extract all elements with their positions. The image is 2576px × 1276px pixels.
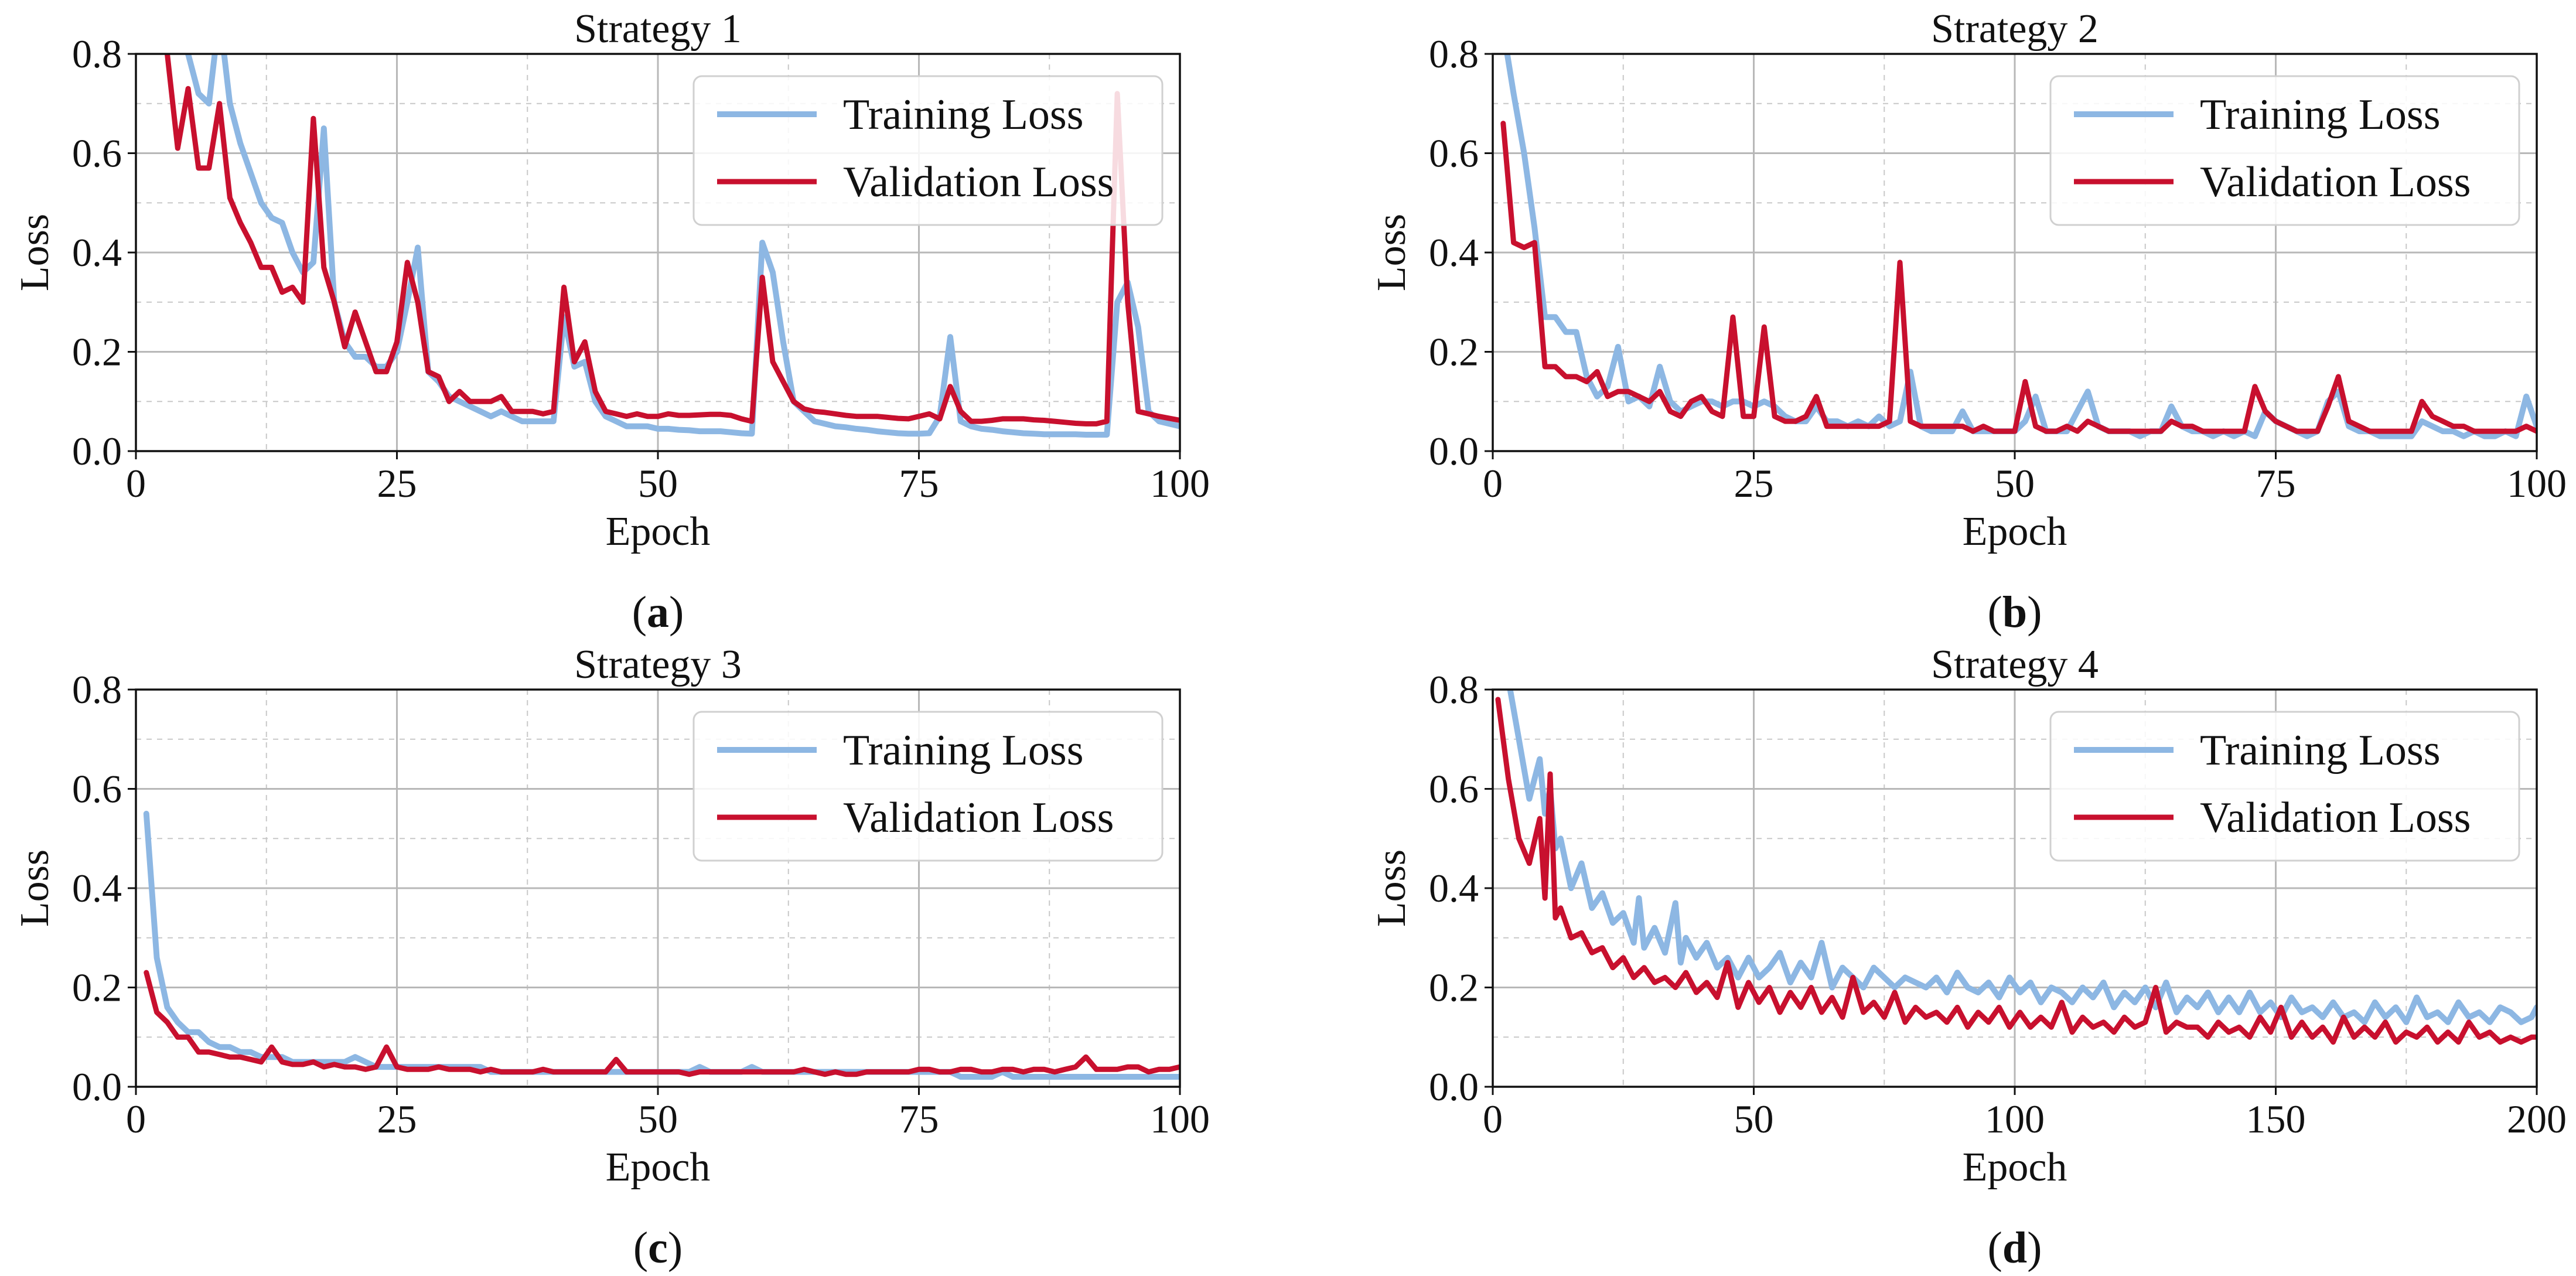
legend-label: Training Loss xyxy=(843,91,1084,139)
chart-title: Strategy 2 xyxy=(1931,6,2099,52)
series-group xyxy=(1500,54,2537,439)
y-tick-label: 0.2 xyxy=(72,330,122,374)
series-line-training-loss xyxy=(1507,690,2537,1025)
x-tick-label: 75 xyxy=(2256,461,2296,506)
x-axis-label: Epoch xyxy=(606,1145,711,1190)
x-tick-label: 50 xyxy=(638,461,678,506)
y-tick-label: 0.2 xyxy=(1429,330,1479,374)
y-tick-label: 0.0 xyxy=(72,429,122,473)
legend-label: Validation Loss xyxy=(843,794,1114,842)
y-tick-label: 0.8 xyxy=(72,32,122,76)
y-axis-label: Loss xyxy=(12,214,57,291)
chart-title: Strategy 1 xyxy=(574,6,742,52)
legend: Training Loss Validation Loss xyxy=(2049,75,2520,226)
series-group xyxy=(164,54,1180,438)
legend-label: Validation Loss xyxy=(2200,794,2471,842)
y-axis-label: Loss xyxy=(12,849,57,927)
y-axis-label: Loss xyxy=(1369,214,1414,291)
panel-caption: (d) xyxy=(1988,1223,2042,1272)
x-tick-label: 150 xyxy=(2246,1097,2306,1141)
legend-label: Validation Loss xyxy=(843,158,1114,206)
legend-label: Validation Loss xyxy=(2200,158,2471,206)
legend-label: Training Loss xyxy=(2200,91,2441,139)
chart-panel-b: 0 25 50 75 100 0.0 0.2 0.4 0.6 0.8 Strategy 2 Epoch… xyxy=(1369,6,2567,637)
series-line-validation-loss xyxy=(164,54,1180,427)
y-tick-label: 0.2 xyxy=(72,965,122,1010)
caption-open: ( xyxy=(632,588,647,637)
caption-open: ( xyxy=(633,1223,648,1272)
chart-title: Strategy 4 xyxy=(1931,642,2099,687)
x-tick-label: 25 xyxy=(377,461,417,506)
y-tick-label: 0.0 xyxy=(1429,429,1479,473)
caption-letter: b xyxy=(2002,588,2027,637)
caption-close: ) xyxy=(2027,1223,2042,1272)
x-tick-label: 0 xyxy=(1483,461,1503,506)
panel-caption: (a) xyxy=(632,588,684,637)
y-tick-label: 0.8 xyxy=(1429,32,1479,76)
series-group xyxy=(143,810,1180,1080)
legend-label: Training Loss xyxy=(2200,726,2441,775)
x-axis-label: Epoch xyxy=(1963,1145,2067,1190)
legend: Training Loss Validation Loss xyxy=(692,711,1164,862)
caption-letter: a xyxy=(647,588,669,637)
x-tick-label: 25 xyxy=(377,1097,417,1141)
x-tick-label: 0 xyxy=(126,1097,146,1141)
x-tick-label: 50 xyxy=(638,1097,678,1141)
y-tick-label: 0.6 xyxy=(1429,767,1479,811)
y-tick-label: 0.2 xyxy=(1429,965,1479,1010)
x-tick-label: 25 xyxy=(1734,461,1774,506)
y-tick-label: 0.0 xyxy=(72,1065,122,1109)
caption-letter: c xyxy=(648,1223,668,1272)
legend: Training Loss Validation Loss xyxy=(692,75,1164,226)
caption-close: ) xyxy=(668,1223,683,1272)
x-tick-label: 50 xyxy=(1734,1097,1774,1141)
y-tick-label: 0.6 xyxy=(72,131,122,176)
chart-title: Strategy 3 xyxy=(574,642,742,687)
caption-open: ( xyxy=(1988,588,2002,637)
panel-caption: (c) xyxy=(633,1223,683,1272)
y-tick-label: 0.4 xyxy=(72,230,122,275)
caption-open: ( xyxy=(1988,1223,2002,1272)
chart-panel-a: 0 25 50 75 100 0.0 0.2 0.4 0.6 0.8 Strategy 1 Epoch… xyxy=(12,6,1210,637)
panel-caption: (b) xyxy=(1988,588,2042,637)
x-tick-label: 75 xyxy=(899,1097,939,1141)
y-tick-label: 0.4 xyxy=(1429,866,1479,910)
series-line-validation-loss xyxy=(144,970,1180,1077)
y-tick-label: 0.0 xyxy=(1429,1065,1479,1109)
y-axis-label: Loss xyxy=(1369,849,1414,927)
x-tick-label: 0 xyxy=(126,461,146,506)
chart-panel-c: 0 25 50 75 100 0.0 0.2 0.4 0.6 0.8 Strategy 3 Epoch… xyxy=(12,642,1210,1272)
x-axis-label: Epoch xyxy=(606,509,711,554)
x-axis-label: Epoch xyxy=(1963,509,2067,554)
x-tick-label: 100 xyxy=(2507,461,2567,506)
chart-panel-d: 0 50 100 150 200 0.0 0.2 0.4 0.6 0.8 Strategy 4 Epo… xyxy=(1369,642,2567,1272)
x-tick-label: 100 xyxy=(1150,1097,1210,1141)
caption-close: ) xyxy=(2027,588,2042,637)
series-line-validation-loss xyxy=(1495,697,2537,1045)
legend-label: Training Loss xyxy=(843,726,1084,775)
x-tick-label: 50 xyxy=(1995,461,2035,506)
legend: Training Loss Validation Loss xyxy=(2049,711,2520,862)
y-tick-label: 0.8 xyxy=(72,667,122,712)
y-tick-label: 0.6 xyxy=(1429,131,1479,176)
caption-letter: d xyxy=(2002,1223,2027,1272)
x-tick-label: 75 xyxy=(899,461,939,506)
x-tick-label: 100 xyxy=(1985,1097,2045,1141)
series-line-validation-loss xyxy=(1500,121,2537,434)
y-tick-label: 0.6 xyxy=(72,767,122,811)
series-group xyxy=(1495,690,2537,1045)
y-tick-label: 0.4 xyxy=(72,866,122,910)
y-tick-label: 0.4 xyxy=(1429,230,1479,275)
x-tick-label: 200 xyxy=(2507,1097,2567,1141)
x-tick-label: 100 xyxy=(1150,461,1210,506)
x-tick-label: 0 xyxy=(1483,1097,1503,1141)
caption-close: ) xyxy=(669,588,684,637)
y-tick-label: 0.8 xyxy=(1429,667,1479,712)
